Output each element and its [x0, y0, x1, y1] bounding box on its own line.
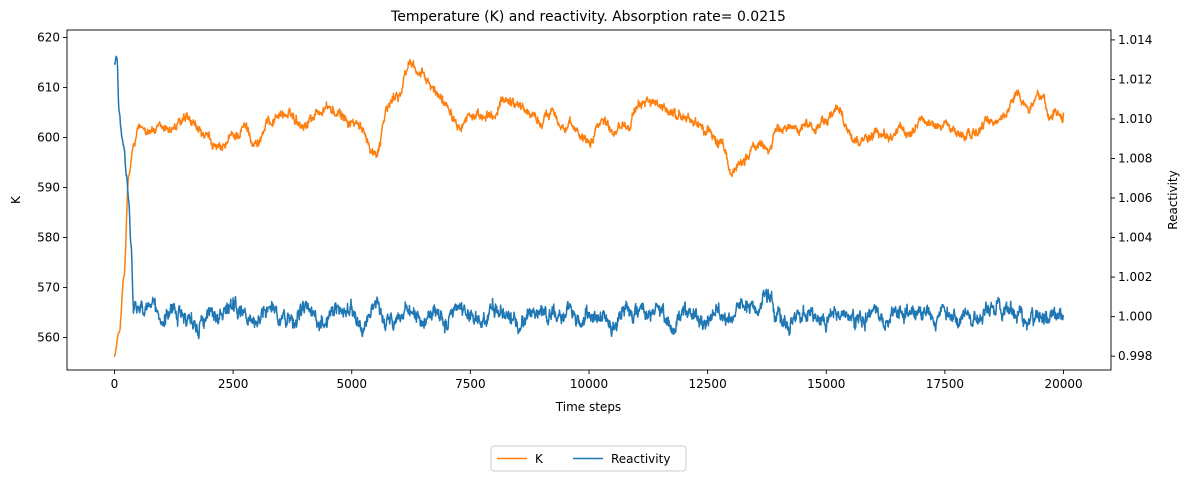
series-line-reactivity: [113, 55, 1065, 340]
x-tick-label: 17500: [926, 377, 964, 391]
x-tick-label: 12500: [689, 377, 727, 391]
x-tick-label: 7500: [455, 377, 486, 391]
y-right-tick-label: 1.010: [1118, 112, 1152, 126]
x-tick-label: 10000: [570, 377, 608, 391]
y-left-tick-label: 580: [37, 231, 60, 245]
y-left-tick-label: 610: [37, 81, 60, 95]
axis-ticks: 0 2500 5000 7500 10000 12500 15000 17500 20000 56…: [37, 31, 1152, 392]
y-left-tick-label: 590: [37, 181, 60, 195]
x-tick-label: 5000: [336, 377, 367, 391]
x-tick-label: 20000: [1044, 377, 1082, 391]
y-left-tick-label: 560: [37, 331, 60, 345]
y-axis-left-label: K: [9, 195, 23, 204]
y-right-tick-label: 1.000: [1118, 310, 1152, 324]
y-right-tick-label: 1.002: [1118, 270, 1152, 284]
y-axis-right-label: Reactivity: [1166, 170, 1180, 229]
y-right-tick-label: 1.004: [1118, 231, 1152, 245]
x-tick-label: 2500: [218, 377, 249, 391]
series-group: [113, 55, 1065, 357]
y-right-tick-label: 1.008: [1118, 151, 1152, 165]
legend: K Reactivity: [490, 445, 687, 472]
legend-label-reactivity: Reactivity: [611, 452, 670, 466]
y-right-tick-label: 1.012: [1118, 72, 1152, 86]
x-tick-label: 0: [111, 377, 119, 391]
x-tick-label: 15000: [807, 377, 845, 391]
y-left-tick-label: 620: [37, 31, 60, 45]
y-right-tick-label: 1.006: [1118, 191, 1152, 205]
chart-title: Temperature (K) and reactivity. Absorpti…: [390, 9, 786, 25]
series-line-k: [113, 58, 1065, 357]
legend-label-k: K: [535, 452, 544, 466]
y-left-tick-label: 600: [37, 131, 60, 145]
y-right-tick-label: 1.014: [1118, 33, 1152, 47]
y-right-tick-label: 0.998: [1118, 349, 1152, 363]
y-left-tick-label: 570: [37, 281, 60, 295]
x-axis-label: Time steps: [555, 400, 621, 414]
